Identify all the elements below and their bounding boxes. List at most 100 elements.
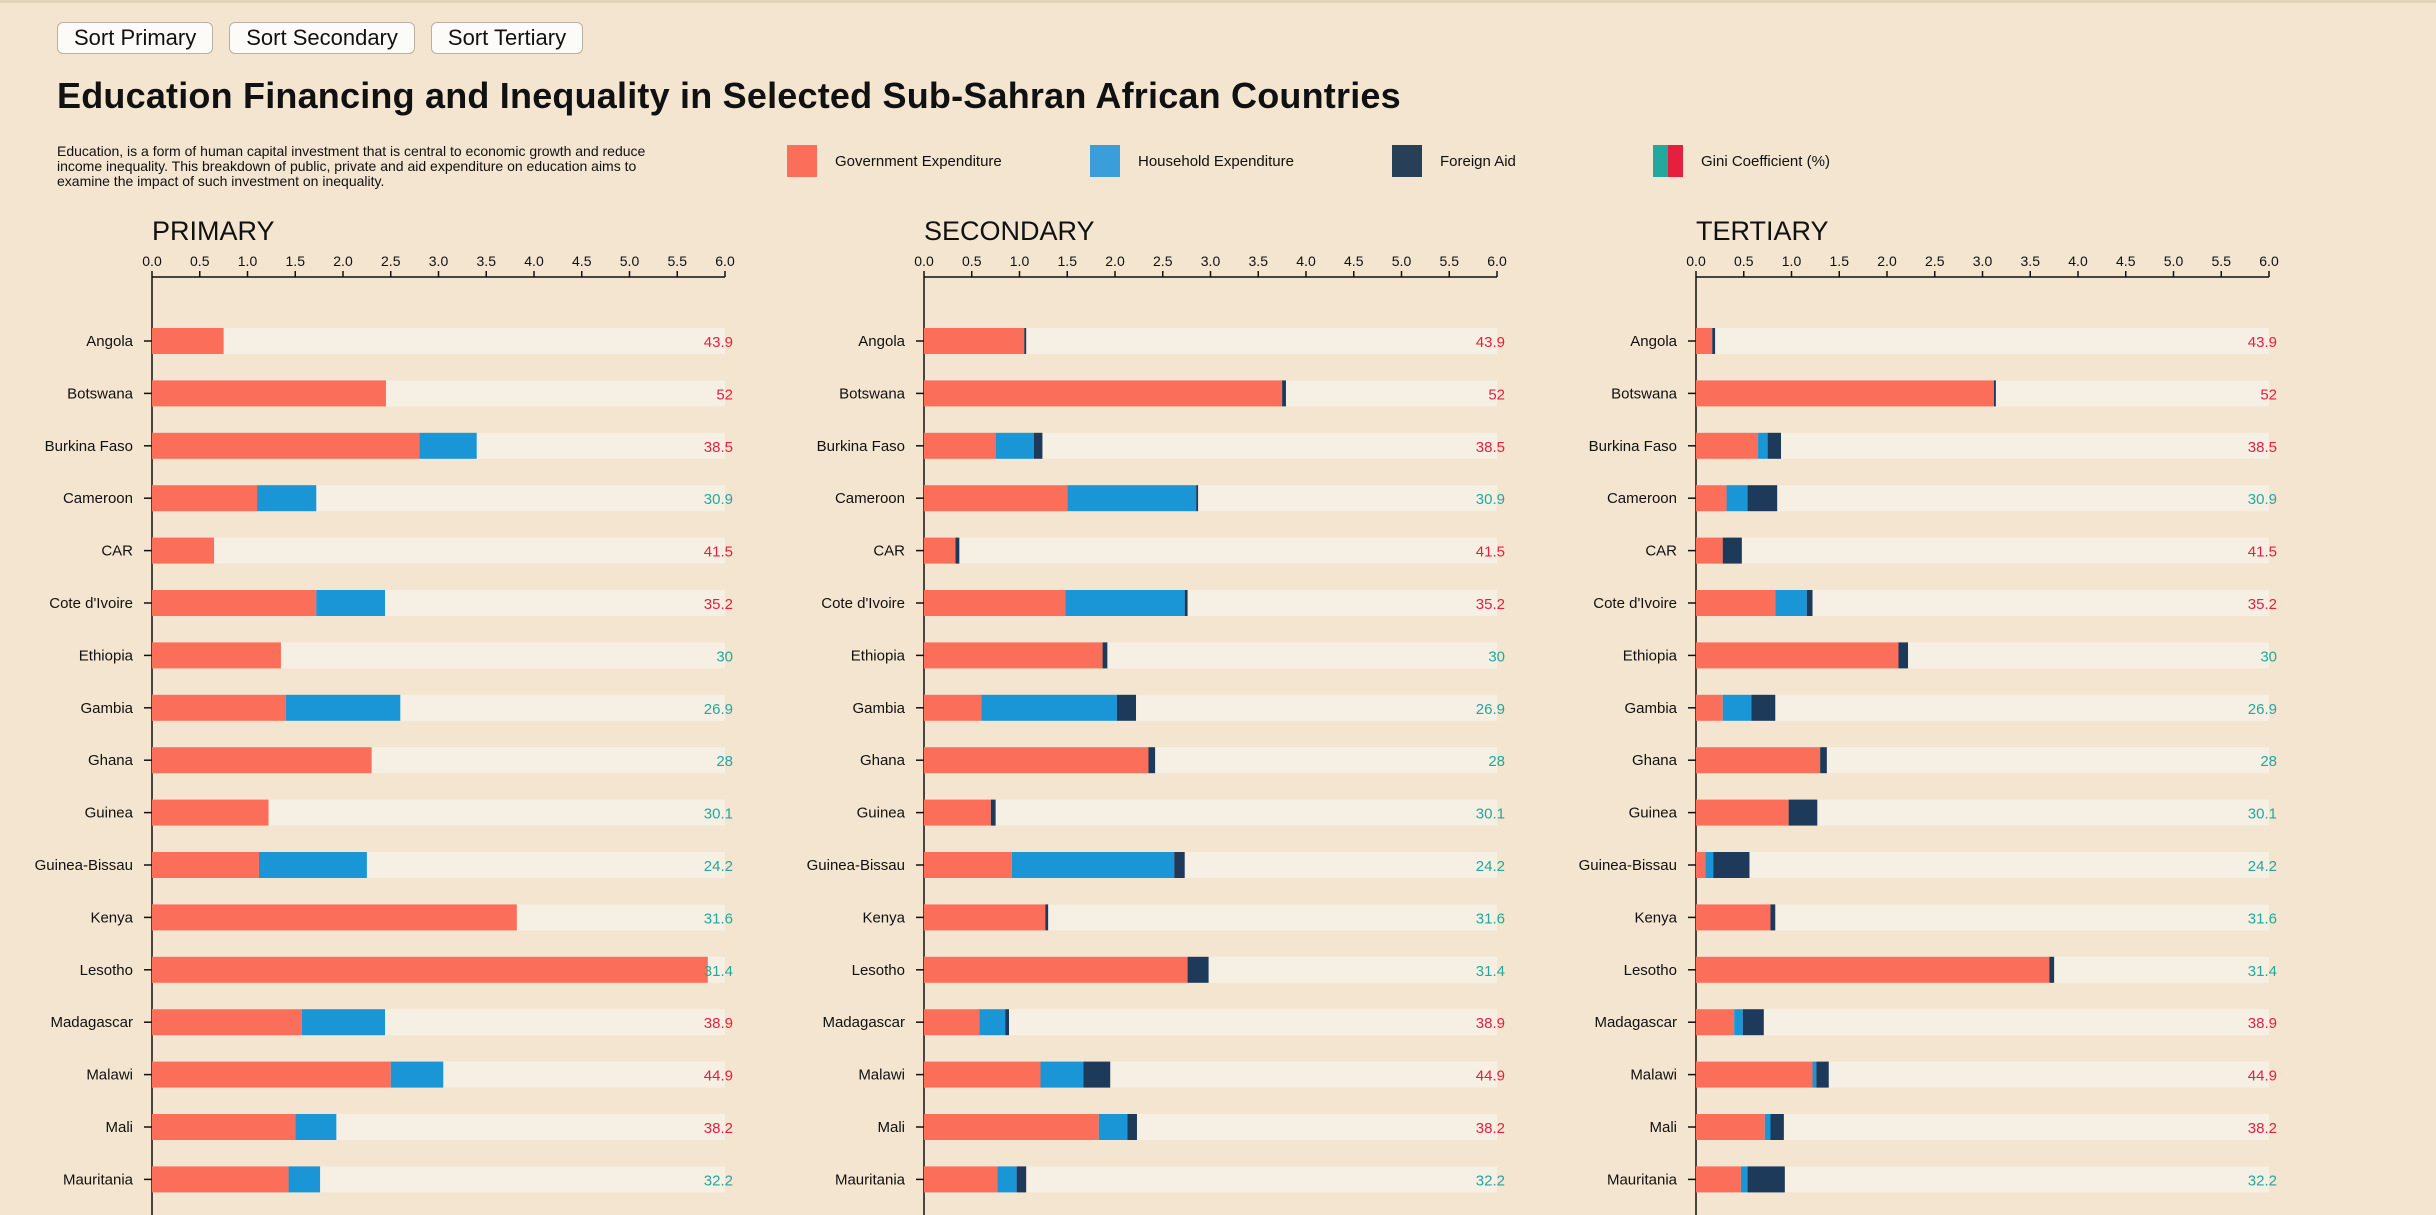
country-label: Mauritania [63, 1171, 134, 1188]
household-bar [1726, 485, 1748, 512]
legend-label-household: Household Expenditure [1138, 152, 1294, 170]
sort-secondary-button[interactable]: Sort Secondary [229, 22, 415, 54]
bar-track [1696, 904, 2269, 931]
government-bar [152, 590, 317, 616]
foreign-aid-bar [1083, 1061, 1111, 1088]
government-bar [152, 747, 372, 774]
x-tick-label: 2.0 [333, 253, 353, 269]
gini-value: 28 [2260, 753, 2277, 770]
legend-swatch-government [787, 145, 817, 177]
x-tick-label: 1.5 [1058, 253, 1078, 269]
x-tick-label: 3.0 [1201, 253, 1221, 269]
country-label: Angola [1630, 333, 1677, 350]
country-label: Angola [858, 333, 905, 350]
household-bar [995, 432, 1034, 459]
household-bar [257, 485, 317, 512]
government-bar [924, 747, 1149, 774]
foreign-aid-bar [1116, 694, 1137, 721]
household-bar [1775, 590, 1807, 616]
country-label: Ghana [1632, 752, 1678, 769]
bar-track [1696, 1009, 2269, 1036]
country-label: Mali [877, 1119, 905, 1136]
country-label: Angola [86, 333, 133, 350]
government-bar [152, 694, 286, 721]
government-bar [924, 1061, 1041, 1088]
government-bar [152, 1166, 289, 1193]
gini-value: 38.9 [704, 1015, 733, 1032]
sort-primary-button[interactable]: Sort Primary [57, 22, 214, 54]
page-title: Education Financing and Inequality in Se… [57, 75, 1401, 116]
foreign-aid-bar [1751, 694, 1776, 721]
foreign-aid-bar [1816, 1061, 1829, 1088]
country-label: Madagascar [1594, 1014, 1677, 1031]
household-bar [981, 694, 1117, 721]
household-bar [1067, 485, 1197, 512]
x-tick-label: 2.0 [1105, 253, 1125, 269]
gini-value: 30.1 [704, 806, 733, 823]
government-bar [152, 1114, 296, 1140]
country-label: Kenya [862, 909, 905, 926]
foreign-aid-bar [1045, 904, 1049, 931]
foreign-aid-bar [1770, 904, 1776, 931]
gini-value: 38.5 [2248, 439, 2277, 456]
foreign-aid-bar [1187, 956, 1209, 983]
foreign-aid-bar [1770, 1114, 1784, 1140]
household-bar [1098, 1114, 1128, 1140]
bar-track [152, 328, 725, 354]
country-label: Malawi [858, 1067, 905, 1084]
government-bar [152, 904, 517, 931]
x-tick-label: 1.5 [1830, 253, 1850, 269]
x-tick-label: 5.5 [2212, 253, 2232, 269]
government-bar [152, 485, 258, 512]
foreign-aid-bar [1102, 642, 1108, 669]
gini-value: 30.9 [704, 491, 733, 508]
household-bar [997, 1166, 1017, 1193]
gini-value: 43.9 [1476, 334, 1505, 351]
government-bar [924, 642, 1103, 669]
gini-value: 24.2 [1476, 858, 1505, 875]
household-bar [419, 432, 477, 459]
bar-track [1696, 537, 2269, 564]
government-bar [152, 956, 708, 983]
household-bar [1065, 590, 1185, 616]
sort-tertiary-button[interactable]: Sort Tertiary [430, 22, 584, 54]
government-bar [924, 380, 1283, 407]
country-label: Guinea-Bissau [1579, 857, 1677, 874]
government-bar [152, 799, 269, 826]
country-label: Cameroon [63, 490, 133, 507]
government-bar [152, 380, 386, 407]
legend-swatch-gini [1653, 145, 1683, 177]
foreign-aid-bar [1127, 1114, 1137, 1140]
x-tick-label: 0.0 [142, 253, 162, 269]
gini-value: 43.9 [2248, 334, 2277, 351]
government-bar [1696, 590, 1776, 616]
bar-track [924, 537, 1497, 564]
gini-value: 32.2 [704, 1172, 733, 1189]
household-bar [1812, 1061, 1817, 1088]
gini-value: 31.4 [704, 963, 733, 980]
foreign-aid-bar [1747, 485, 1778, 512]
gini-value: 35.2 [2248, 596, 2277, 613]
country-label: Cote d'Ivoire [1593, 595, 1677, 612]
government-bar [1696, 485, 1727, 512]
x-tick-label: 4.0 [2068, 253, 2088, 269]
legend-item-foreign-aid: Foreign Aid [1392, 145, 1516, 177]
country-label: Malawi [1630, 1067, 1677, 1084]
foreign-aid-bar [955, 537, 960, 564]
bar-track [1696, 694, 2269, 721]
government-bar [152, 1009, 302, 1036]
panel-title: PRIMARY [152, 216, 275, 246]
country-label: Ethiopia [79, 647, 134, 664]
gini-value: 28 [716, 753, 733, 770]
foreign-aid-bar [1722, 537, 1742, 564]
country-label: Botswana [1611, 385, 1678, 402]
chart-panel-primary: PRIMARY 0.0 0.5 1.0 1.5 2.0 2.5 3.0 3.5 4.0 4.5 5.0… [35, 216, 735, 1215]
x-tick-label: 2.5 [381, 253, 401, 269]
legend-swatch-foreign-aid [1392, 145, 1422, 177]
country-label: CAR [1645, 543, 1677, 560]
household-bar [1040, 1061, 1084, 1088]
government-bar [924, 590, 1066, 616]
government-bar [924, 852, 1012, 878]
country-label: Burkina Faso [817, 438, 905, 455]
gini-value: 30.1 [1476, 806, 1505, 823]
